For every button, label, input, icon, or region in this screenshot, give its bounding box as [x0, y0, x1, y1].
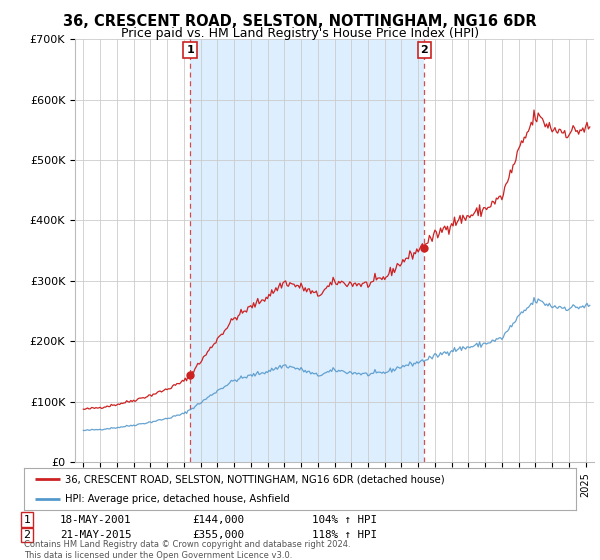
Text: Price paid vs. HM Land Registry's House Price Index (HPI): Price paid vs. HM Land Registry's House … [121, 27, 479, 40]
Text: £144,000: £144,000 [192, 515, 244, 525]
Text: 21-MAY-2015: 21-MAY-2015 [60, 530, 131, 540]
Text: 36, CRESCENT ROAD, SELSTON, NOTTINGHAM, NG16 6DR (detached house): 36, CRESCENT ROAD, SELSTON, NOTTINGHAM, … [65, 474, 445, 484]
Text: 118% ↑ HPI: 118% ↑ HPI [312, 530, 377, 540]
Text: 1: 1 [186, 45, 194, 55]
Text: £355,000: £355,000 [192, 530, 244, 540]
Bar [190, 39, 424, 462]
Text: 2: 2 [23, 530, 31, 540]
Text: 18-MAY-2001: 18-MAY-2001 [60, 515, 131, 525]
Text: 2: 2 [421, 45, 428, 55]
Text: 1: 1 [23, 515, 31, 525]
Text: 36, CRESCENT ROAD, SELSTON, NOTTINGHAM, NG16 6DR: 36, CRESCENT ROAD, SELSTON, NOTTINGHAM, … [63, 14, 537, 29]
Text: Contains HM Land Registry data © Crown copyright and database right 2024.
This d: Contains HM Land Registry data © Crown c… [24, 540, 350, 559]
Text: HPI: Average price, detached house, Ashfield: HPI: Average price, detached house, Ashf… [65, 494, 290, 504]
Text: 104% ↑ HPI: 104% ↑ HPI [312, 515, 377, 525]
